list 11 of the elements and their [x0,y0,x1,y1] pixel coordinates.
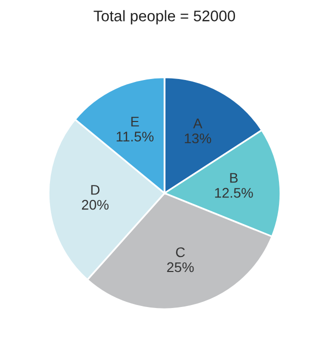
data-label: 20% [82,200,109,210]
slice-label: B [230,173,238,183]
data-label: 13% [184,133,212,144]
chart-title: Total people = 52000 [94,10,236,24]
slice-label: E [131,116,139,126]
data-label: 12.5% [215,188,253,198]
slice-label: A [193,118,202,128]
slice-label: D [91,185,100,195]
data-label: 11.5% [116,132,154,142]
data-label: 25% [167,262,194,272]
slice-label: C [176,247,185,258]
